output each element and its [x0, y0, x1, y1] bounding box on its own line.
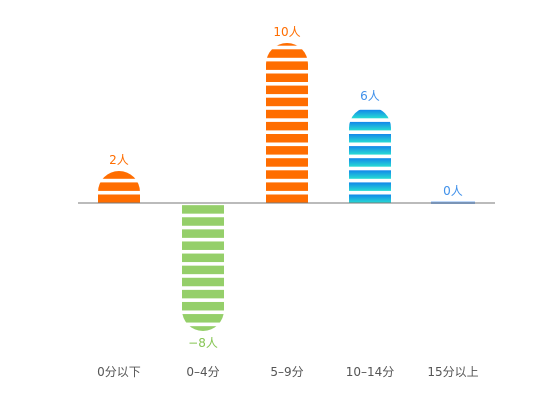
x-tick-label-0: 0分以下: [97, 365, 141, 379]
bar-3: [349, 109, 391, 203]
value-label-3: 6人: [360, 89, 380, 103]
value-label-4: 0人: [443, 184, 463, 198]
x-tick-label-2: 5–9分: [270, 365, 303, 379]
x-tick-label-1: 0–4分: [186, 365, 219, 379]
bar-2: [266, 43, 308, 203]
x-tick-label-4: 15分以上: [427, 365, 478, 379]
bar-0: [98, 171, 140, 203]
x-tick-label-3: 10–14分: [346, 365, 395, 379]
value-label-2: 10人: [273, 25, 300, 39]
bar-1: [182, 205, 224, 331]
value-label-0: 2人: [109, 153, 129, 167]
value-label-1: −8人: [188, 336, 218, 350]
